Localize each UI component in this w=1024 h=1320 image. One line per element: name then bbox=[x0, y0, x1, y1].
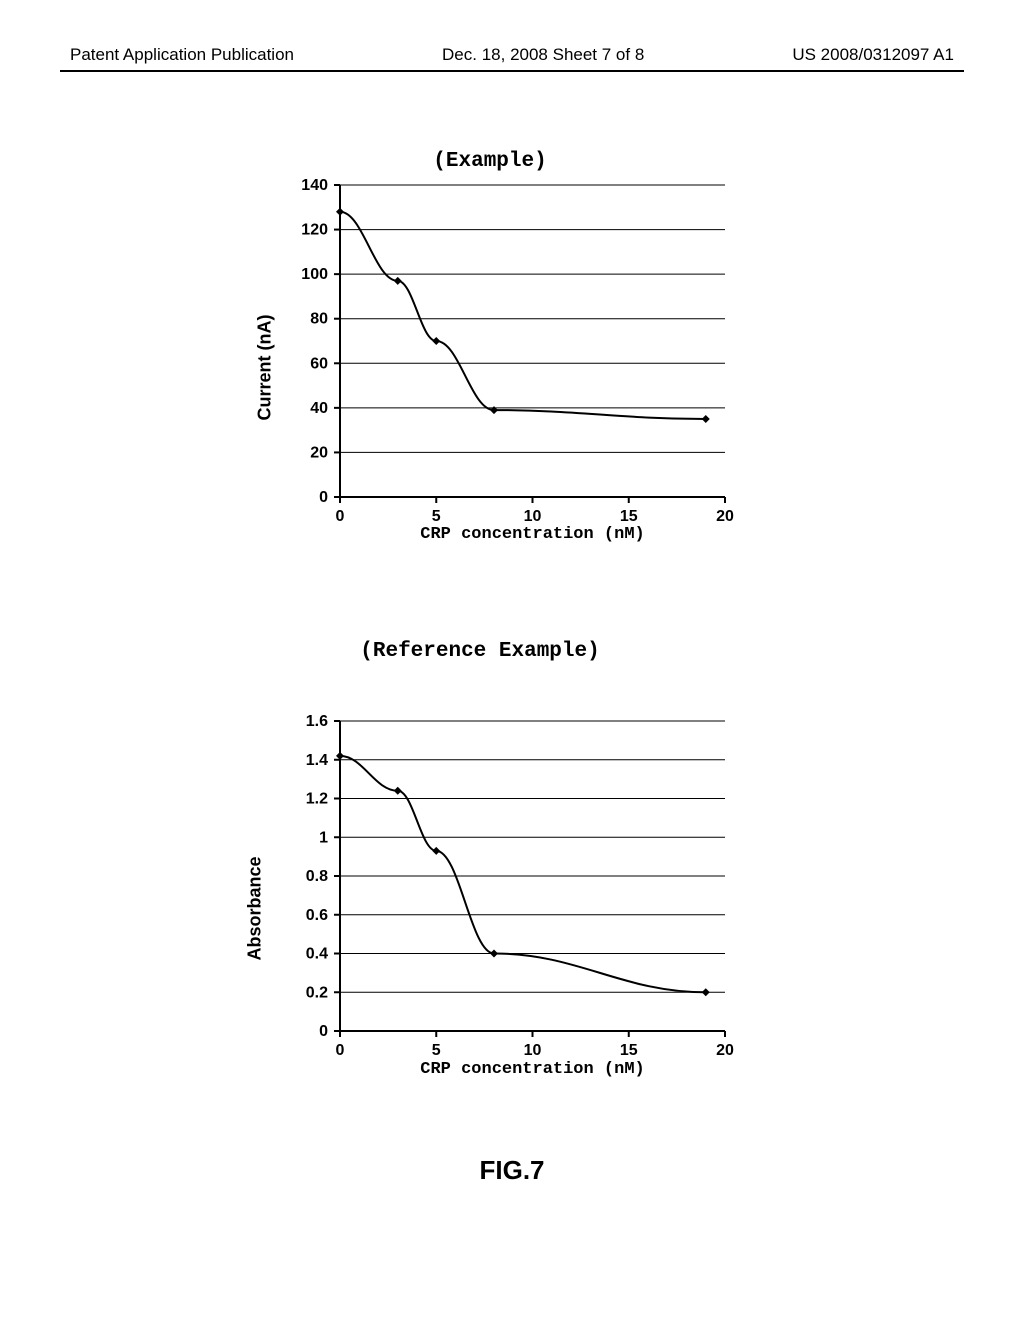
svg-text:0.4: 0.4 bbox=[306, 946, 328, 963]
chart1-xlabel: CRP concentration (nM) bbox=[340, 525, 725, 544]
svg-text:80: 80 bbox=[310, 311, 328, 328]
svg-text:1.2: 1.2 bbox=[306, 791, 328, 808]
svg-text:1: 1 bbox=[319, 829, 328, 846]
svg-text:60: 60 bbox=[310, 355, 328, 372]
svg-text:0: 0 bbox=[336, 508, 345, 525]
chart2-svg: 0 5 10 15 20 0 0.2 0.4 0.6 0.8 1 1.2 1.4 1.6 bbox=[0, 640, 800, 1120]
svg-text:20: 20 bbox=[310, 444, 328, 461]
svg-text:0: 0 bbox=[336, 1042, 345, 1059]
svg-text:1.4: 1.4 bbox=[306, 752, 328, 769]
svg-text:10: 10 bbox=[524, 508, 542, 525]
svg-text:0: 0 bbox=[319, 489, 328, 506]
svg-text:20: 20 bbox=[716, 508, 734, 525]
svg-text:10: 10 bbox=[524, 1042, 542, 1059]
svg-text:40: 40 bbox=[310, 400, 328, 417]
svg-text:5: 5 bbox=[432, 508, 441, 525]
svg-text:0.6: 0.6 bbox=[306, 907, 328, 924]
header-middle: Dec. 18, 2008 Sheet 7 of 8 bbox=[442, 45, 644, 65]
header-rule bbox=[60, 70, 964, 72]
svg-text:20: 20 bbox=[716, 1042, 734, 1059]
header-left: Patent Application Publication bbox=[70, 45, 294, 65]
figure-label: FIG.7 bbox=[0, 1155, 1024, 1186]
chart2-xlabel: CRP concentration (nM) bbox=[340, 1060, 725, 1079]
svg-text:15: 15 bbox=[620, 508, 638, 525]
svg-text:15: 15 bbox=[620, 1042, 638, 1059]
header-right: US 2008/0312097 A1 bbox=[792, 45, 954, 65]
svg-text:140: 140 bbox=[301, 177, 328, 194]
svg-text:1.6: 1.6 bbox=[306, 713, 328, 730]
patent-header: Patent Application Publication Dec. 18, … bbox=[0, 45, 1024, 65]
svg-text:100: 100 bbox=[301, 266, 328, 283]
svg-text:0.8: 0.8 bbox=[306, 868, 328, 885]
svg-text:0.2: 0.2 bbox=[306, 984, 328, 1001]
svg-text:5: 5 bbox=[432, 1042, 441, 1059]
svg-text:0: 0 bbox=[319, 1023, 328, 1040]
chart1-svg: 0 5 10 15 20 0 20 40 60 80 100 120 140 bbox=[0, 150, 800, 580]
svg-text:120: 120 bbox=[301, 222, 328, 239]
